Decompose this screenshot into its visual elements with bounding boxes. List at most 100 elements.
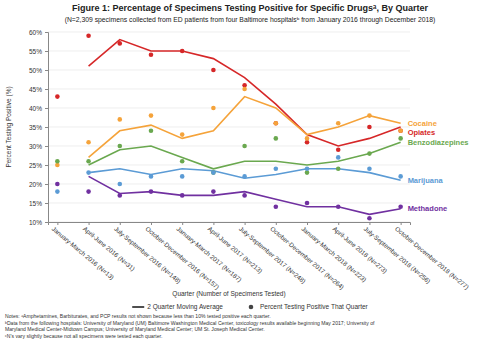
- quarter-point: [149, 174, 154, 179]
- note: Notes: ᵃAmphetamines, Barbiturates, and …: [5, 313, 271, 319]
- y-tick: 45%: [29, 86, 48, 93]
- y-tick: 50%: [29, 67, 48, 74]
- x-tick-mark: [89, 222, 90, 225]
- quarter-point: [86, 159, 91, 164]
- series-label: Methadone: [408, 204, 448, 213]
- x-axis-line: [49, 223, 411, 226]
- quarter-point: [274, 121, 279, 126]
- quarter-point: [149, 53, 154, 58]
- quarter-point: [242, 174, 247, 179]
- y-tick-mark: [45, 165, 48, 166]
- y-tick: 10%: [29, 219, 48, 226]
- grid-line: [48, 89, 410, 90]
- quarter-point: [305, 136, 310, 141]
- x-tick-mark: [276, 222, 277, 225]
- y-tick-label: 35%: [29, 124, 42, 131]
- y-tick-label: 60%: [29, 29, 42, 36]
- y-tick: 15%: [29, 200, 48, 207]
- quarter-point: [367, 167, 372, 172]
- y-tick: 60%: [29, 29, 48, 36]
- legend-marker: [249, 305, 254, 310]
- y-tick-label: 30%: [29, 143, 42, 150]
- series-label: Cocaine: [408, 119, 437, 128]
- quarter-point: [86, 189, 91, 194]
- x-tick-mark: [307, 222, 308, 225]
- quarter-point: [367, 216, 372, 221]
- quarter-point: [55, 94, 60, 99]
- y-tick-label: 50%: [29, 67, 42, 74]
- x-tick-label: April-June 2016 (N=31): [81, 225, 136, 273]
- x-tick-mark: [151, 222, 152, 225]
- y-tick-mark: [45, 127, 48, 128]
- grid-line: [48, 127, 410, 128]
- background: [0, 0, 500, 344]
- grid-line: [48, 108, 410, 109]
- quarter-point: [274, 121, 279, 126]
- quarter-point: [398, 174, 403, 179]
- quarter-point: [55, 182, 60, 187]
- legend-item: Percent Testing Positive That Quarter: [249, 303, 369, 311]
- legend-label: 2 Quarter Moving Average: [147, 303, 223, 311]
- y-tick: 35%: [29, 124, 48, 131]
- quarter-point: [274, 136, 279, 141]
- quarter-point: [86, 34, 91, 39]
- quarter-point: [367, 151, 372, 156]
- y-axis: 10%15%20%25%30%35%40%45%50%55%60%: [29, 29, 49, 226]
- quarter-point: [242, 144, 247, 149]
- grid: [48, 32, 410, 222]
- quarter-point: [149, 113, 154, 118]
- y-tick-label: 25%: [29, 162, 42, 169]
- x-tick-mark: [369, 222, 370, 225]
- moving-average-line: [89, 169, 401, 180]
- quarter-point: [180, 174, 185, 179]
- series-label: Marijuana: [408, 176, 444, 185]
- y-tick-mark: [45, 51, 48, 52]
- x-tick-mark: [120, 222, 121, 225]
- series-label: Benzodiazepines: [408, 138, 469, 147]
- quarter-point: [242, 193, 247, 198]
- note: Maryland Medical Center-Midtown Campus; …: [5, 326, 265, 332]
- x-tick-label: January-March 2016 (N=13): [50, 225, 116, 282]
- quarter-point: [211, 170, 216, 175]
- quarter-point: [149, 129, 154, 134]
- x-tick-label: January-March 2017 (N=187): [175, 225, 243, 284]
- quarter-point: [274, 205, 279, 210]
- x-tick-label: July-September 2017 (N=248): [237, 225, 307, 285]
- quarter-point: [180, 49, 185, 54]
- subtitle: (N=2,309 specimens collected from ED pat…: [65, 16, 436, 24]
- chart: Figure 1: Percentage of Specimens Testin…: [0, 0, 500, 344]
- x-axis: January-March 2016 (N=13)April-June 2016…: [49, 222, 471, 291]
- y-tick: 55%: [29, 48, 48, 55]
- quarter-point: [117, 41, 122, 46]
- y-tick-mark: [45, 222, 48, 223]
- quarter-point: [336, 167, 341, 172]
- x-tick: April-June 2018 (N=273): [331, 222, 389, 275]
- y-tick: 30%: [29, 143, 48, 150]
- x-tick-label: April-June 2017 (N=213): [206, 225, 264, 275]
- x-tick-mark: [401, 222, 402, 225]
- plot-area: [55, 34, 403, 221]
- quarter-point: [367, 113, 372, 118]
- quarter-point: [398, 205, 403, 210]
- x-tick-label: October-December 2018 (N=277): [393, 225, 470, 292]
- grid-line: [48, 32, 410, 33]
- x-tick-mark: [57, 222, 58, 225]
- quarter-point: [211, 106, 216, 111]
- quarter-point: [305, 201, 310, 206]
- quarter-point: [242, 87, 247, 92]
- quarter-point: [86, 170, 91, 175]
- y-tick-mark: [45, 184, 48, 185]
- x-tick-mark: [213, 222, 214, 225]
- moving-average-line: [89, 142, 401, 169]
- quarter-point: [336, 148, 341, 153]
- quarter-point: [55, 159, 60, 164]
- legend-item: 2 Quarter Moving Average: [132, 303, 223, 311]
- quarter-point: [149, 189, 154, 194]
- x-tick-label: July-September 2016 (N=148): [112, 225, 182, 285]
- quarter-point: [180, 132, 185, 137]
- y-tick-mark: [45, 32, 48, 33]
- x-tick-mark: [245, 222, 246, 225]
- x-tick-label: January-March 2018 (N=223): [300, 225, 368, 284]
- quarter-point: [336, 121, 341, 126]
- y-tick-label: 55%: [29, 48, 42, 55]
